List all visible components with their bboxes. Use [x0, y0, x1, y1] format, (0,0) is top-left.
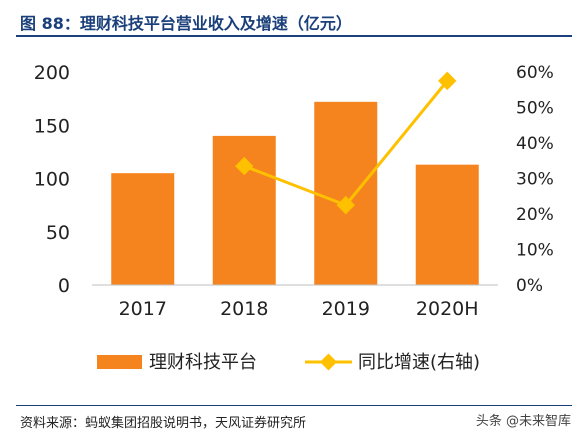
- bar-2020H: [415, 164, 479, 285]
- x-tick-label: 2019: [322, 298, 370, 320]
- y-left-tick-label: 50: [46, 222, 70, 244]
- y-left-tick-label: 0: [58, 275, 70, 297]
- bar-2019: [314, 101, 378, 285]
- y-right-tick-label: 10%: [516, 241, 554, 261]
- y-right-tick-label: 50%: [516, 99, 554, 119]
- y-left-tick-label: 200: [34, 62, 70, 84]
- footer-rule: [16, 405, 572, 406]
- chart-title: 图 88：理财科技平台营业收入及增速（亿元）: [20, 14, 352, 33]
- y-left-tick-label: 150: [34, 115, 70, 137]
- x-tick-label: 2018: [220, 298, 268, 320]
- y-right-tick-label: 30%: [516, 170, 554, 190]
- y-right-tick-label: 20%: [516, 205, 554, 225]
- growth-point: [336, 195, 355, 215]
- legend-swatch-bar: [97, 355, 142, 369]
- legend-label-line: 同比增速(右轴): [358, 352, 480, 373]
- y-left-tick-label: 100: [34, 169, 70, 191]
- title-rule: [16, 35, 572, 37]
- x-tick-label: 2017: [119, 298, 167, 320]
- watermark: 头条 @未来智库: [475, 414, 571, 429]
- growth-point: [235, 156, 254, 176]
- y-right-tick-label: 60%: [516, 63, 554, 83]
- legend-marker-line: [320, 353, 337, 371]
- growth-point: [438, 71, 457, 91]
- bar-2017: [111, 173, 175, 285]
- y-right-tick-label: 40%: [516, 134, 554, 154]
- y-right-tick-label: 0%: [516, 276, 543, 296]
- x-tick-label: 2020H: [416, 298, 479, 320]
- legend-label-bar: 理财科技平台: [149, 352, 257, 373]
- source-note: 资料来源：蚂蚁集团招股说明书，天风证券研究所: [20, 416, 307, 431]
